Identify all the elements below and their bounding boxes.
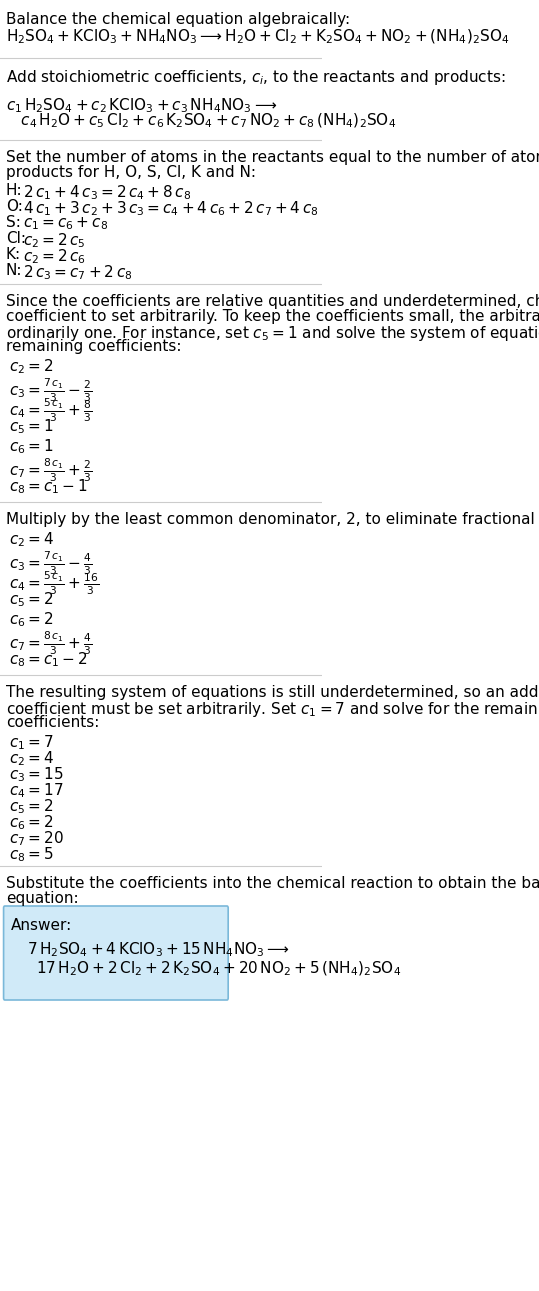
Text: $c_1 = 7$: $c_1 = 7$ — [9, 733, 54, 751]
Text: $c_5 = 2$: $c_5 = 2$ — [9, 797, 53, 816]
Text: Answer:: Answer: — [11, 918, 72, 933]
Text: $c_1 = c_6 + c_8$: $c_1 = c_6 + c_8$ — [23, 216, 108, 231]
Text: Multiply by the least common denominator, 2, to eliminate fractional coefficient: Multiply by the least common denominator… — [6, 513, 539, 527]
Text: products for H, O, S, Cl, K and N:: products for H, O, S, Cl, K and N: — [6, 165, 256, 179]
Text: $c_3 = \frac{7\,c_1}{3} - \frac{4}{3}$: $c_3 = \frac{7\,c_1}{3} - \frac{4}{3}$ — [9, 550, 92, 577]
Text: $c_4 = \frac{5\,c_1}{3} + \frac{16}{3}$: $c_4 = \frac{5\,c_1}{3} + \frac{16}{3}$ — [9, 571, 99, 598]
Text: The resulting system of equations is still underdetermined, so an additional: The resulting system of equations is sti… — [6, 686, 539, 700]
Text: $c_1\,\mathrm{H_2SO_4} + c_2\,\mathrm{KClO_3} + c_3\,\mathrm{NH_4NO_3} \longrigh: $c_1\,\mathrm{H_2SO_4} + c_2\,\mathrm{KC… — [6, 96, 277, 115]
Text: $17\,\mathrm{H_2O} + 2\,\mathrm{Cl_2} + 2\,\mathrm{K_2SO_4} + 20\,\mathrm{NO_2} : $17\,\mathrm{H_2O} + 2\,\mathrm{Cl_2} + … — [36, 961, 401, 979]
Text: $c_2 = 2$: $c_2 = 2$ — [9, 358, 53, 376]
Text: $c_8 = c_1 - 1$: $c_8 = c_1 - 1$ — [9, 476, 88, 496]
Text: $\mathrm{H_2SO_4 + KClO_3 + NH_4NO_3 \longrightarrow H_2O + Cl_2 + K_2SO_4 + NO_: $\mathrm{H_2SO_4 + KClO_3 + NH_4NO_3 \lo… — [6, 28, 509, 46]
Text: Cl:: Cl: — [6, 231, 26, 247]
Text: $c_6 = 2$: $c_6 = 2$ — [9, 611, 53, 629]
FancyBboxPatch shape — [4, 906, 228, 1001]
Text: $c_6 = 2$: $c_6 = 2$ — [9, 813, 53, 831]
Text: coefficient to set arbitrarily. To keep the coefficients small, the arbitrary va: coefficient to set arbitrarily. To keep … — [6, 309, 539, 324]
Text: $c_2 = 4$: $c_2 = 4$ — [9, 749, 54, 768]
Text: $c_7 = \frac{8\,c_1}{3} + \frac{4}{3}$: $c_7 = \frac{8\,c_1}{3} + \frac{4}{3}$ — [9, 630, 92, 657]
Text: $c_3 = \frac{7\,c_1}{3} - \frac{2}{3}$: $c_3 = \frac{7\,c_1}{3} - \frac{2}{3}$ — [9, 377, 92, 404]
Text: Since the coefficients are relative quantities and underdetermined, choose a: Since the coefficients are relative quan… — [6, 294, 539, 309]
Text: $c_2 = 2\,c_6$: $c_2 = 2\,c_6$ — [23, 247, 86, 266]
Text: N:: N: — [6, 263, 23, 278]
Text: Add stoichiometric coefficients, $c_i$, to the reactants and products:: Add stoichiometric coefficients, $c_i$, … — [6, 68, 506, 86]
Text: S:: S: — [6, 216, 21, 230]
Text: $c_7 = \frac{8\,c_1}{3} + \frac{2}{3}$: $c_7 = \frac{8\,c_1}{3} + \frac{2}{3}$ — [9, 457, 92, 484]
Text: $c_4 = 17$: $c_4 = 17$ — [9, 781, 64, 799]
Text: $7\,\mathrm{H_2SO_4} + 4\,\mathrm{KClO_3} + 15\,\mathrm{NH_4NO_3} \longrightarro: $7\,\mathrm{H_2SO_4} + 4\,\mathrm{KClO_3… — [27, 940, 290, 959]
Text: O:: O: — [6, 199, 23, 214]
Text: $c_2 = 2\,c_5$: $c_2 = 2\,c_5$ — [23, 231, 85, 249]
Text: Set the number of atoms in the reactants equal to the number of atoms in the: Set the number of atoms in the reactants… — [6, 150, 539, 165]
Text: remaining coefficients:: remaining coefficients: — [6, 340, 182, 354]
Text: K:: K: — [6, 247, 21, 262]
Text: $c_6 = 1$: $c_6 = 1$ — [9, 436, 53, 456]
Text: equation:: equation: — [6, 891, 79, 906]
Text: $\quad c_4\,\mathrm{H_2O} + c_5\,\mathrm{Cl_2} + c_6\,\mathrm{K_2SO_4} + c_7\,\m: $\quad c_4\,\mathrm{H_2O} + c_5\,\mathrm… — [6, 112, 396, 130]
Text: ordinarily one. For instance, set $c_5 = 1$ and solve the system of equations fo: ordinarily one. For instance, set $c_5 =… — [6, 324, 539, 343]
Text: coefficients:: coefficients: — [6, 715, 99, 729]
Text: $c_8 = 5$: $c_8 = 5$ — [9, 846, 54, 864]
Text: $2\,c_3 = c_7 + 2\,c_8$: $2\,c_3 = c_7 + 2\,c_8$ — [23, 263, 132, 281]
Text: $c_8 = c_1 - 2$: $c_8 = c_1 - 2$ — [9, 649, 88, 669]
Text: $c_5 = 1$: $c_5 = 1$ — [9, 417, 53, 435]
Text: $2\,c_1 + 4\,c_3 = 2\,c_4 + 8\,c_8$: $2\,c_1 + 4\,c_3 = 2\,c_4 + 8\,c_8$ — [23, 183, 191, 201]
Text: Balance the chemical equation algebraically:: Balance the chemical equation algebraica… — [6, 12, 350, 27]
Text: $c_7 = 20$: $c_7 = 20$ — [9, 829, 64, 848]
Text: $c_5 = 2$: $c_5 = 2$ — [9, 590, 53, 608]
Text: $c_3 = 15$: $c_3 = 15$ — [9, 766, 64, 784]
Text: $c_4 = \frac{5\,c_1}{3} + \frac{8}{3}$: $c_4 = \frac{5\,c_1}{3} + \frac{8}{3}$ — [9, 398, 92, 425]
Text: $c_2 = 4$: $c_2 = 4$ — [9, 531, 54, 549]
Text: $4\,c_1 + 3\,c_2 + 3\,c_3 = c_4 + 4\,c_6 + 2\,c_7 + 4\,c_8$: $4\,c_1 + 3\,c_2 + 3\,c_3 = c_4 + 4\,c_6… — [23, 199, 318, 218]
Text: coefficient must be set arbitrarily. Set $c_1 = 7$ and solve for the remaining: coefficient must be set arbitrarily. Set… — [6, 700, 539, 719]
Text: H:: H: — [6, 183, 23, 198]
Text: Substitute the coefficients into the chemical reaction to obtain the balanced: Substitute the coefficients into the che… — [6, 877, 539, 891]
